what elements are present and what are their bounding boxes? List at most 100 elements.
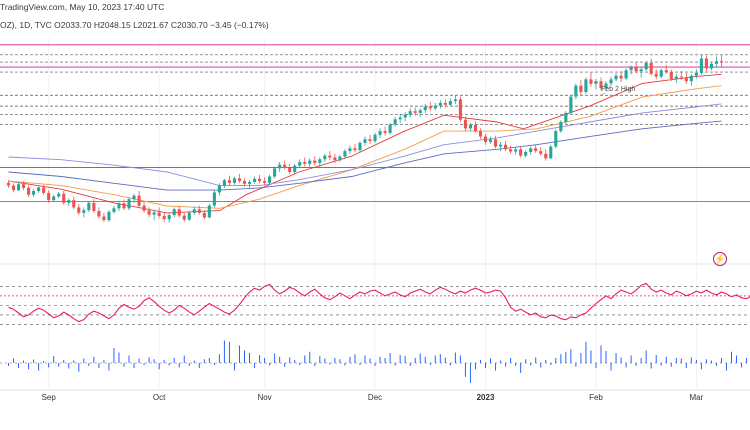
candle-body — [72, 200, 76, 208]
candle-body — [192, 209, 196, 213]
candle-body — [514, 149, 518, 152]
candle-body — [147, 210, 151, 215]
candle-body — [403, 114, 407, 118]
candle-body — [599, 81, 603, 88]
candle-body — [458, 99, 462, 120]
candle-body — [247, 181, 252, 184]
candle-body — [313, 160, 317, 163]
candle-body — [11, 185, 16, 191]
candle-body — [559, 122, 563, 132]
source-watermark: TradingView.com, May 10, 2023 17:40 UTC — [0, 2, 165, 12]
candle-body — [212, 192, 216, 206]
candle-body — [579, 85, 583, 93]
candle-body — [157, 212, 161, 217]
candle-body — [639, 69, 643, 72]
moving-average-line — [8, 85, 722, 209]
candle-body — [468, 124, 472, 129]
candle-body — [132, 195, 136, 200]
candle-body — [77, 207, 81, 213]
candle-body — [699, 58, 703, 73]
candle-body — [704, 58, 708, 69]
candle-body — [242, 181, 247, 184]
candle-body — [388, 124, 392, 133]
candle-body — [664, 70, 668, 73]
candle-body — [524, 151, 528, 156]
candle-body — [142, 205, 146, 211]
candle-body — [709, 63, 714, 69]
candle-body — [137, 195, 141, 206]
candle-body — [102, 216, 106, 221]
candle-body — [57, 193, 61, 197]
candle-body — [679, 76, 683, 78]
candle-body — [483, 136, 488, 143]
candle-body — [278, 164, 282, 169]
candle-body — [177, 209, 181, 216]
annotation-label: Feb 2 High — [601, 86, 635, 93]
candle-body — [222, 180, 226, 186]
moving-average-line — [8, 103, 722, 187]
candle-body — [448, 101, 452, 105]
candle-body — [268, 176, 272, 183]
candle-body — [544, 153, 548, 159]
candle-body — [237, 178, 242, 182]
candle-body — [534, 148, 538, 152]
time-axis: SepOctNovDec2023FebMarAprMay — [42, 393, 704, 402]
candle-body — [252, 178, 257, 182]
candle-body — [358, 142, 362, 151]
candle-body — [27, 187, 31, 195]
candle-body — [659, 70, 663, 77]
candle-body — [619, 75, 623, 79]
candle-body — [418, 110, 422, 113]
candle-body — [308, 160, 312, 164]
x-tick-label: Dec — [368, 393, 382, 402]
candle-body — [438, 102, 442, 106]
candle-body — [37, 187, 41, 192]
candle-body — [393, 119, 397, 125]
candle-body — [343, 151, 347, 157]
candle-body — [649, 62, 653, 74]
candle-body — [67, 200, 71, 203]
candle-body — [584, 79, 588, 93]
candle-body — [293, 165, 297, 172]
candle-body — [433, 105, 437, 109]
candle-body — [127, 199, 131, 209]
candle-body — [569, 96, 573, 113]
candle-body — [82, 210, 86, 213]
candle-body — [594, 81, 598, 84]
candle-body — [117, 203, 121, 209]
candle-body — [504, 144, 508, 150]
candle-body — [624, 70, 628, 79]
candle-body — [92, 202, 96, 212]
candle-body — [298, 161, 302, 166]
moving-average-line — [8, 73, 722, 214]
candle-body — [463, 119, 467, 129]
candle-body — [187, 212, 191, 220]
candle-body — [443, 102, 447, 105]
candle-body — [554, 131, 558, 147]
candle-body — [232, 178, 237, 183]
candle-body — [383, 131, 387, 133]
candle-body — [263, 181, 267, 183]
candle-body — [493, 139, 498, 147]
x-tick-label: Nov — [257, 393, 271, 402]
candle-body — [634, 67, 638, 72]
candle-body — [273, 168, 277, 177]
candle-body — [529, 148, 533, 152]
volume-panel — [0, 340, 750, 383]
candle-body — [288, 167, 292, 172]
candlesticks — [6, 54, 724, 223]
candle-body — [197, 209, 201, 213]
candle-body — [107, 211, 111, 221]
candle-body — [87, 202, 91, 211]
candle-body — [333, 157, 337, 161]
candle-body — [47, 192, 51, 201]
candle-body — [539, 151, 543, 154]
candle-body — [413, 111, 417, 113]
candle-body — [323, 155, 327, 160]
candle-body — [368, 139, 372, 142]
lightning-icon[interactable]: ⚡ — [713, 252, 727, 266]
candle-body — [629, 67, 633, 71]
candle-body — [509, 149, 513, 152]
x-tick-label: 2023 — [477, 393, 495, 402]
